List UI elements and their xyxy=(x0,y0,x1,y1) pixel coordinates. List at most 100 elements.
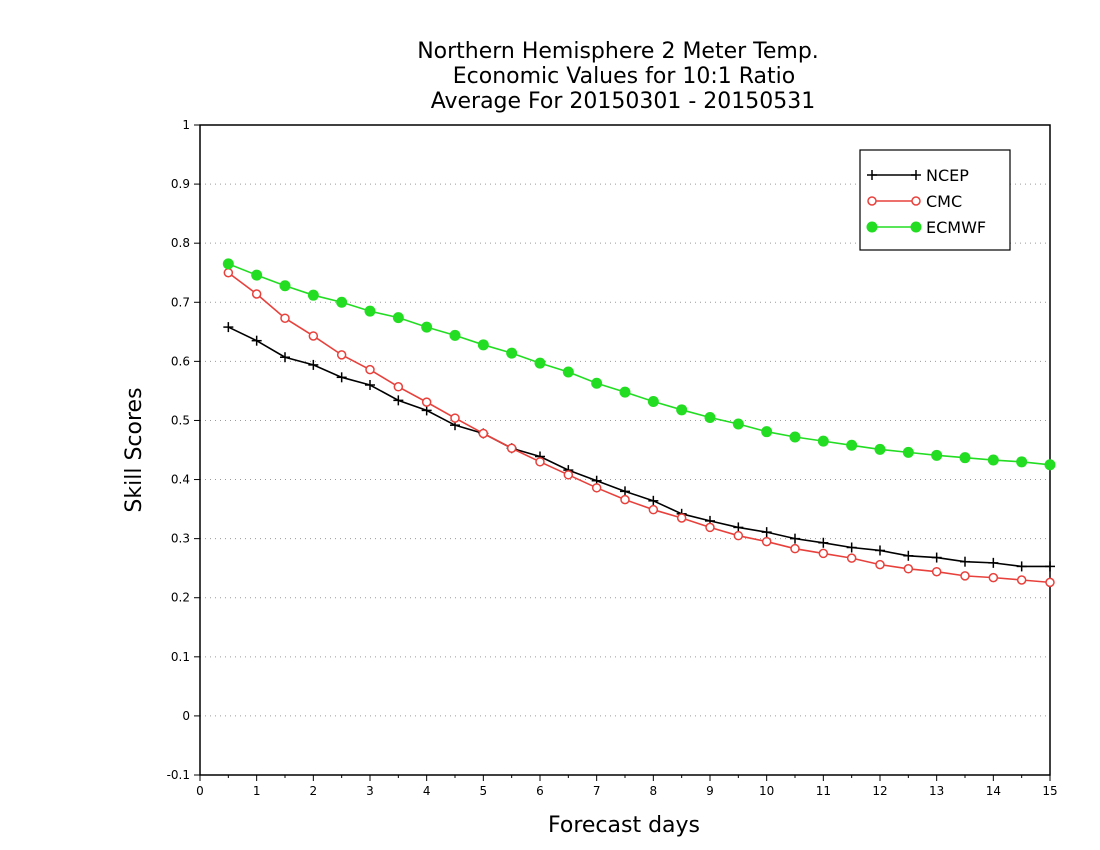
series-line xyxy=(227,272,1051,584)
data-point xyxy=(280,352,290,363)
data-point xyxy=(789,431,801,443)
data-point xyxy=(911,196,921,206)
x-tick-label: 12 xyxy=(872,784,887,798)
data-point xyxy=(818,537,829,548)
data-point xyxy=(506,443,517,453)
data-point xyxy=(535,457,545,467)
legend-label: ECMWF xyxy=(926,218,986,237)
data-point xyxy=(931,566,942,577)
chart-title-line-1: Northern Hemisphere 2 Meter Temp. xyxy=(417,39,819,64)
data-point xyxy=(364,305,376,317)
legend: NCEP CMC ECMWF xyxy=(859,149,1011,251)
data-point xyxy=(620,486,630,497)
data-point xyxy=(647,396,659,408)
data-point xyxy=(987,454,999,466)
data-point xyxy=(867,196,877,206)
data-point xyxy=(450,413,460,423)
y-tick-label: -0.1 xyxy=(167,768,190,782)
legend-item-ecmwf: ECMWF xyxy=(866,218,986,237)
data-point xyxy=(506,347,518,359)
data-point xyxy=(279,280,291,292)
x-tick-label: 10 xyxy=(759,784,774,798)
x-tick-label: 6 xyxy=(536,784,544,798)
y-tick-label: 0.4 xyxy=(171,473,190,487)
data-point xyxy=(866,221,878,233)
legend-label: NCEP xyxy=(926,166,969,185)
data-point xyxy=(818,548,829,559)
data-point xyxy=(222,258,234,270)
data-point xyxy=(1016,456,1028,468)
data-point xyxy=(449,329,461,341)
x-tick-label: 9 xyxy=(706,784,714,798)
x-tick-label: 3 xyxy=(366,784,374,798)
data-point xyxy=(478,428,489,439)
data-point xyxy=(392,312,404,324)
data-point xyxy=(307,289,319,301)
data-point xyxy=(393,395,404,406)
data-point xyxy=(251,335,262,346)
data-point xyxy=(931,449,943,461)
data-point xyxy=(790,543,800,554)
data-point xyxy=(308,331,319,341)
data-point xyxy=(761,527,772,538)
data-point xyxy=(733,530,744,541)
gridlines xyxy=(200,183,1050,717)
legend-item-ncep: NCEP xyxy=(867,166,969,185)
data-point xyxy=(308,359,319,370)
data-point xyxy=(648,504,659,515)
series-ncep xyxy=(223,322,1055,572)
y-tick-label: 0.2 xyxy=(171,591,190,605)
y-tick-label: 0.5 xyxy=(171,413,190,427)
x-tick-label: 1 xyxy=(253,784,261,798)
x-tick-label: 2 xyxy=(310,784,318,798)
y-tick-label: 0 xyxy=(182,709,190,723)
data-point xyxy=(336,350,347,360)
data-point xyxy=(931,552,942,563)
axis-ticks: -0.100.10.20.30.40.50.60.70.80.910 1 2 3 4 5 6… xyxy=(167,118,1058,798)
data-point xyxy=(534,357,546,369)
x-tick-label: 13 xyxy=(929,784,944,798)
series-line xyxy=(228,263,1051,466)
data-point xyxy=(336,296,348,308)
data-point xyxy=(591,377,603,389)
data-point xyxy=(251,269,263,281)
data-point xyxy=(1045,577,1055,588)
data-point xyxy=(846,553,857,563)
data-point xyxy=(911,170,921,180)
x-tick-label: 14 xyxy=(986,784,1001,798)
data-point xyxy=(1016,561,1027,572)
data-point xyxy=(846,542,857,553)
data-point xyxy=(393,382,404,392)
data-point xyxy=(648,495,659,506)
series-cmc xyxy=(223,267,1055,588)
series-ecmwf xyxy=(222,258,1056,471)
data-point xyxy=(336,372,347,383)
data-point xyxy=(280,313,290,323)
x-tick-label: 0 xyxy=(196,784,204,798)
data-point xyxy=(251,289,262,299)
x-tick-label: 8 xyxy=(650,784,658,798)
x-tick-label: 11 xyxy=(816,784,831,798)
data-point xyxy=(910,221,922,233)
data-point xyxy=(477,339,489,351)
y-tick-label: 0.3 xyxy=(171,532,190,546)
data-point xyxy=(761,426,773,438)
y-axis-label: Skill Scores xyxy=(122,387,147,512)
data-point xyxy=(1016,575,1027,585)
data-point xyxy=(960,571,970,581)
data-point xyxy=(903,564,914,574)
data-point xyxy=(562,366,574,378)
data-point xyxy=(959,452,971,464)
data-point xyxy=(704,412,716,423)
data-point xyxy=(676,404,688,416)
data-point xyxy=(620,494,630,505)
data-point xyxy=(817,435,829,447)
y-tick-label: 0.8 xyxy=(171,236,190,250)
legend-box xyxy=(859,149,1011,251)
y-tick-label: 1 xyxy=(182,118,190,132)
data-point xyxy=(988,557,999,568)
data-point xyxy=(223,267,234,278)
x-tick-label: 4 xyxy=(423,784,431,798)
data-point xyxy=(365,364,375,375)
data-point xyxy=(790,533,800,544)
